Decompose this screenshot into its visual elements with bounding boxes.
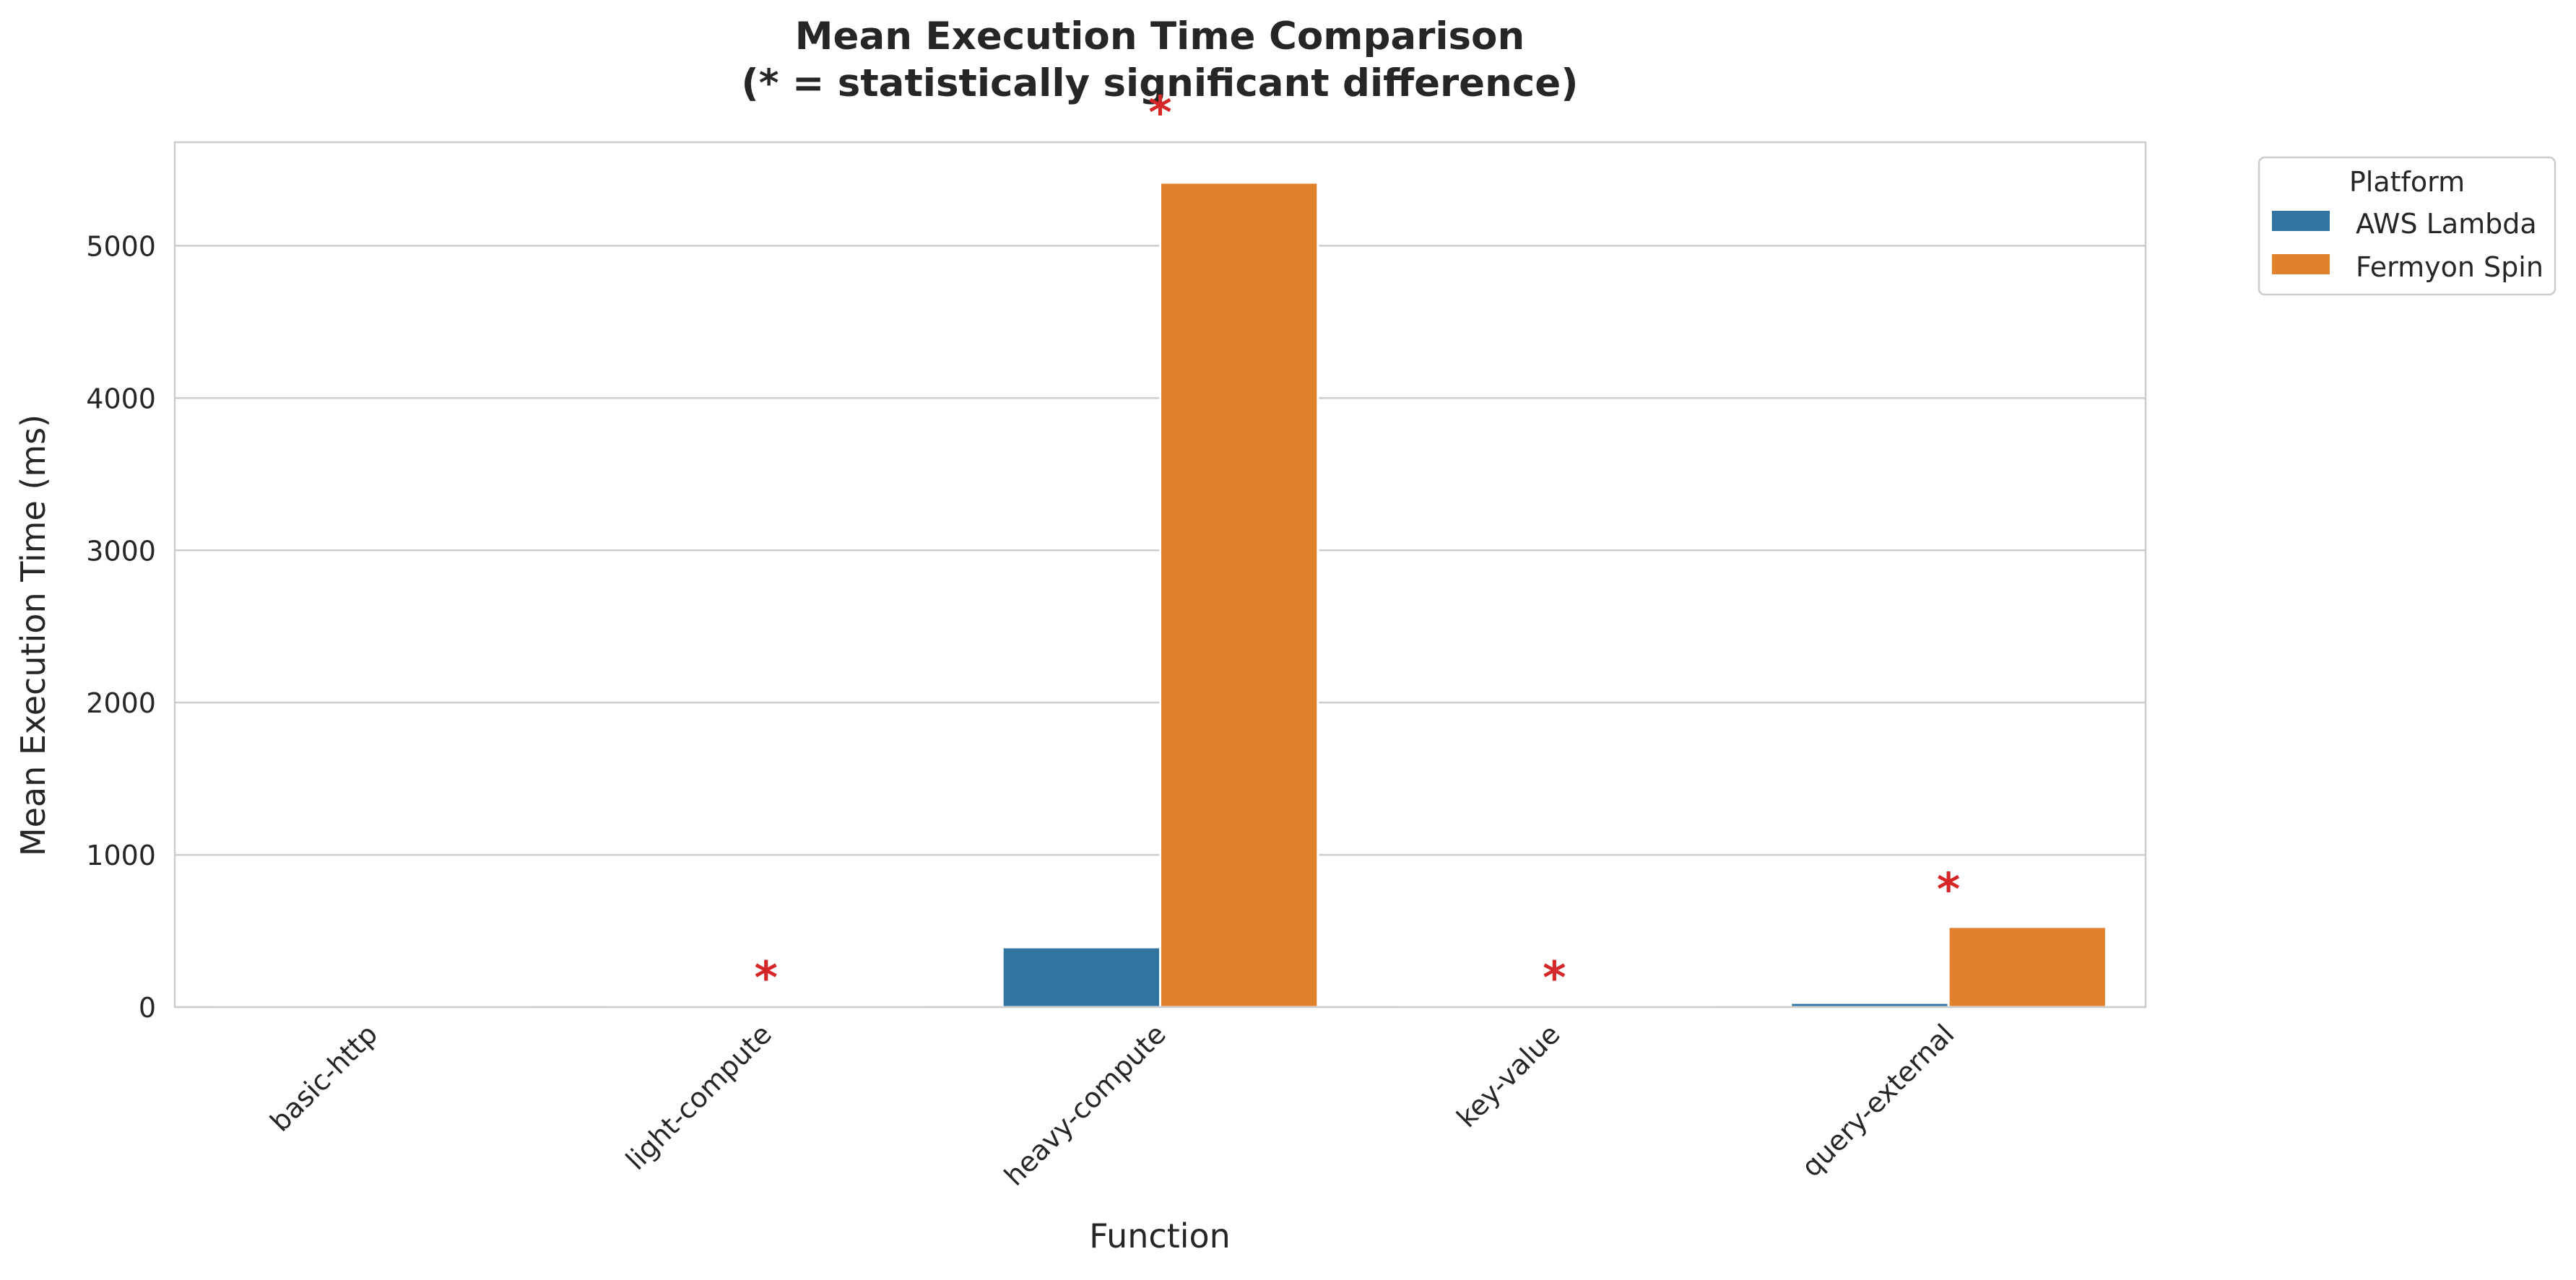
- y-tick-label: 4000: [86, 383, 156, 414]
- legend-label-fermyon-spin: Fermyon Spin: [2356, 251, 2544, 283]
- x-tick-label-key-value: key-value: [1451, 1018, 1566, 1133]
- plot-area: 0 1000 2000 3000 4000 5000 * * * * basic-http light…: [86, 86, 2147, 1192]
- y-tick-label: 1000: [86, 840, 156, 871]
- significance-marker-key-value: *: [1543, 952, 1566, 1004]
- y-tick-label: 5000: [86, 230, 156, 262]
- bar-fermyon-spin-query-external: [1947, 926, 2107, 1009]
- legend-title: Platform: [2349, 166, 2465, 198]
- legend: Platform AWS Lambda Fermyon Spin: [2258, 156, 2557, 296]
- y-tick-label: 3000: [86, 535, 156, 567]
- x-tick-label-light-compute: light-compute: [620, 1018, 778, 1176]
- significance-marker-heavy-compute: *: [1148, 86, 1171, 139]
- significance-marker-light-compute: *: [754, 952, 777, 1004]
- y-axis-label: Mean Execution Time (ms): [14, 414, 53, 856]
- bar-fermyon-spin-heavy-compute: [1159, 181, 1319, 1009]
- x-tick-label-heavy-compute: heavy-compute: [998, 1018, 1172, 1192]
- bar-aws-lambda-heavy-compute: [1001, 946, 1162, 1009]
- legend-label-aws-lambda: AWS Lambda: [2356, 208, 2537, 240]
- legend-swatch-fermyon-spin: [2272, 254, 2330, 274]
- x-axis-label: Function: [1089, 1216, 1231, 1255]
- chart-title-line2: (* = statistically significant differenc…: [742, 61, 1579, 105]
- x-tick-label-query-external: query-external: [1795, 1018, 1960, 1183]
- chart-title-line1: Mean Execution Time Comparison: [795, 14, 1525, 58]
- plot-frame: [173, 141, 2147, 1009]
- x-tick-label-basic-http: basic-http: [264, 1018, 384, 1138]
- y-tick-label: 2000: [86, 687, 156, 719]
- legend-frame: [2258, 156, 2557, 296]
- significance-marker-query-external: *: [1937, 863, 1960, 916]
- legend-swatch-aws-lambda: [2272, 211, 2330, 231]
- y-tick-label: 0: [139, 992, 156, 1024]
